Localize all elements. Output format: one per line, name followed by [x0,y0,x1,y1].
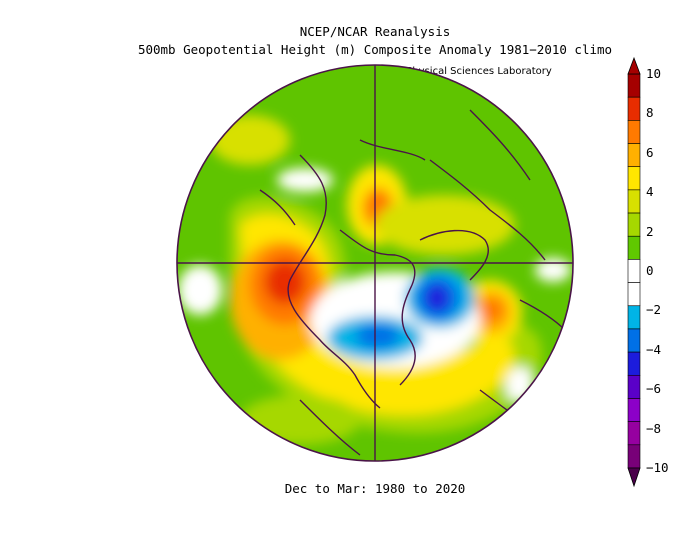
period-label: Dec to Mar: 1980 to 2020 [284,481,466,496]
chart-title: NCEP/NCAR Reanalysis [299,24,451,39]
colorbar-tick-label: 2 [646,223,654,239]
colorbar-tick-label: −8 [646,420,662,436]
colorbar-segment [627,421,641,446]
colorbar-arrow-bottom [627,467,641,488]
colorbar-arrow-top [627,56,641,75]
colorbar-segment [627,120,641,144]
colorbar-segment [627,166,641,191]
colorbar-segment [627,328,641,353]
colorbar-segment [627,235,641,260]
coastlines [259,109,566,456]
map-border [176,64,574,462]
colorbar-segment [627,351,641,376]
colorbar-tick-label: 0 [646,263,654,278]
colorbar-tick-label: −10 [646,460,669,475]
colorbar-tick-label: −6 [646,381,662,397]
colorbar-segment [627,212,641,237]
colorbar-segment [627,96,641,121]
colorbar-segment [627,305,641,330]
colorbar-tick-label: 10 [646,66,662,81]
chart-subtitle: 500mb Geopotential Height (m) Composite … [137,42,613,57]
colorbar-segment [627,398,641,422]
colorbar-segment [627,374,641,399]
colorbar-segment [627,73,641,98]
colorbar-segment [627,282,641,307]
colorbar-tick-label: −2 [646,302,662,318]
colorbar-segment [627,189,641,214]
colorbar-segment [627,143,641,168]
colorbar-segment [627,259,641,283]
colorbar-tick-label: 4 [646,184,654,200]
colorbar-tick-label: −4 [646,341,662,357]
colorbar-tick-label: 8 [646,105,654,121]
colorbar-tick-label: 6 [646,144,654,160]
colorbar-segment [627,444,641,469]
